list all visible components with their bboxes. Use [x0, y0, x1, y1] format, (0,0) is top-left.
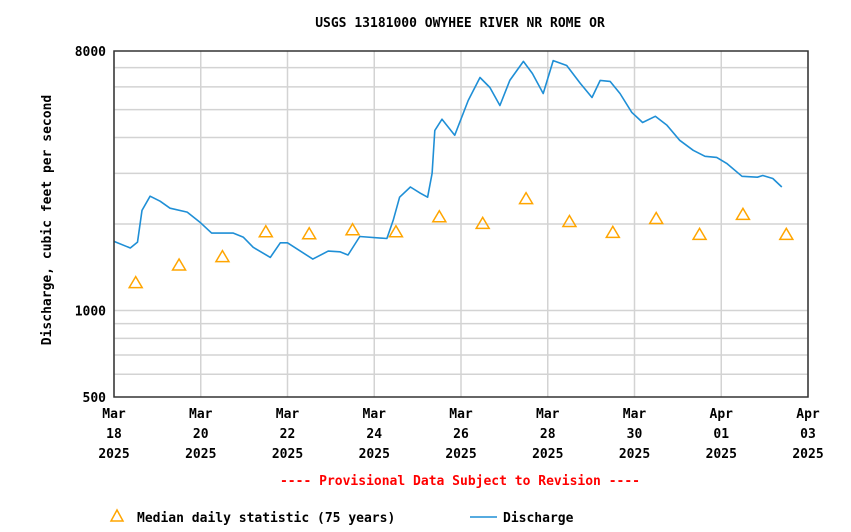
legend: Median daily statistic (75 years) Discha… [109, 508, 574, 526]
y-tick-label: 8000 [75, 45, 106, 60]
legend-median-label: Median daily statistic (75 years) [137, 511, 395, 526]
x-tick-label: Mar [276, 407, 300, 422]
x-tick-label: 2025 [445, 447, 476, 462]
grid [113, 51, 809, 397]
x-tick-label: Mar [623, 407, 647, 422]
x-tick-label: 20 [193, 427, 209, 442]
legend-median-triangle-icon [109, 508, 125, 522]
x-tick-label: 30 [627, 427, 643, 442]
x-tick-label: 2025 [185, 447, 216, 462]
median-triangle-point [474, 215, 491, 230]
x-tick-label: Mar [536, 407, 560, 422]
median-triangle-point [691, 226, 708, 241]
y-axis-label: Discharge, cubic feet per second [40, 95, 55, 345]
median-triangle-point [431, 209, 448, 223]
median-triangle-point [561, 214, 578, 228]
median-triangle-point [648, 211, 665, 225]
x-tick-label: 2025 [98, 447, 129, 462]
x-tick-label: 2025 [706, 447, 737, 462]
median-triangle-point [518, 191, 534, 205]
x-tick-label: 01 [713, 427, 729, 442]
legend-discharge-label: Discharge [503, 511, 574, 526]
x-tick-label: 28 [540, 427, 556, 442]
x-tick-label: Apr [710, 407, 734, 422]
plot-frame [113, 50, 809, 398]
x-tick-label: 2025 [272, 447, 303, 462]
median-triangle-point [301, 226, 318, 240]
median-triangle-point [214, 249, 231, 263]
median-triangle-point [735, 206, 751, 221]
median-triangle-point [604, 224, 621, 239]
median-triangle-point [778, 226, 795, 241]
median-triangle-point [127, 275, 144, 289]
x-tick-label: Mar [189, 407, 213, 422]
x-tick-label: 03 [800, 427, 816, 442]
y-tick-label: 500 [83, 391, 107, 406]
chart-title: USGS 13181000 OWYHEE RIVER NR ROME OR [315, 16, 605, 31]
x-tick-label: 18 [106, 427, 122, 442]
median-triangle-point [257, 224, 274, 238]
provisional-data-notice: ---- Provisional Data Subject to Revisio… [280, 474, 640, 489]
x-tick-label: 2025 [619, 447, 650, 462]
x-tick-label: Mar [102, 407, 126, 422]
y-tick-label: 1000 [75, 305, 106, 320]
x-tick-label: 2025 [532, 447, 563, 462]
x-tick-label: 2025 [792, 447, 823, 462]
x-tick-label: 2025 [359, 447, 390, 462]
y-tick-labels: 8000 1000 500 [75, 45, 106, 406]
x-tick-label: 24 [366, 427, 382, 442]
series [113, 59, 795, 289]
median-triangle-point [171, 257, 187, 271]
x-tick-label: Mar [363, 407, 387, 422]
median-triangle-point [388, 224, 404, 238]
median-triangle-point [344, 222, 361, 236]
x-tick-labels: Mar 18 2025 Mar 20 2025 Mar 22 2025 Mar 24 2025 Mar 2… [98, 407, 823, 462]
x-tick-label: 26 [453, 427, 469, 442]
x-tick-label: Apr [796, 407, 820, 422]
discharge-line [113, 59, 783, 260]
x-tick-label: 22 [280, 427, 296, 442]
x-tick-label: Mar [449, 407, 473, 422]
